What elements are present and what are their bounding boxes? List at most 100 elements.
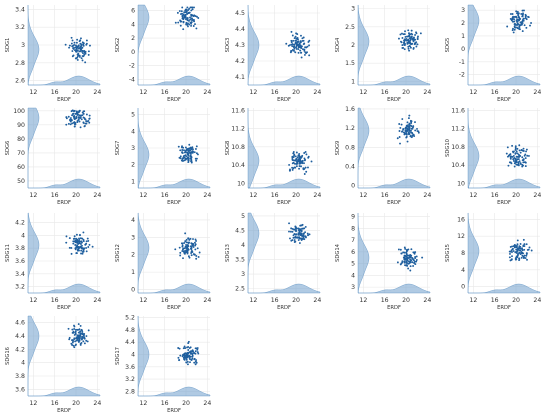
scatter-point [80, 57, 83, 60]
x-marginal-density [358, 75, 431, 86]
scatter-point [79, 342, 82, 345]
scatter-point [190, 248, 193, 251]
x-tick-label: 24 [423, 297, 431, 304]
scatter-point [409, 269, 412, 272]
scatter-point [292, 46, 295, 49]
scatter-point [303, 53, 306, 56]
x-marginal-density [248, 178, 321, 189]
scatter-point [179, 24, 182, 27]
scatter-point [412, 265, 415, 267]
scatter-point [300, 229, 303, 232]
y-marginal-density [247, 212, 260, 293]
scatter-point [399, 33, 402, 36]
scatter-point [191, 146, 194, 149]
y-tick-label: 10.4 [451, 162, 465, 169]
scatter-point [415, 41, 418, 44]
scatter-point [405, 260, 408, 263]
y-axis-title: SDG16 [5, 347, 11, 365]
scatter-point [185, 18, 187, 21]
x-tick-label: 24 [203, 400, 211, 407]
scatter-point [194, 238, 197, 241]
scatter-point [522, 17, 525, 20]
y-tick-label: 1 [131, 178, 135, 185]
scatter-point [188, 256, 191, 259]
y-tick-label: 0 [461, 46, 465, 53]
y-tick-label: 0.8 [345, 144, 355, 151]
y-tick-label: 3.8 [15, 373, 25, 380]
y-marginal-density [137, 212, 150, 294]
y-tick-label: 4 [131, 351, 135, 358]
scatter-point [70, 118, 73, 121]
scatter-point [73, 325, 76, 328]
scatter-point [73, 109, 76, 112]
scatter-point [403, 43, 406, 46]
y-tick-label: 8 [461, 250, 465, 257]
scatter-point [513, 26, 516, 29]
scatter-point [65, 241, 68, 244]
scatter-point [188, 7, 191, 10]
y-tick-label: 0 [461, 284, 465, 291]
scatter-point [515, 163, 518, 166]
scatter-point [192, 25, 195, 27]
x-marginal-density [138, 283, 211, 294]
y-tick-label: 4.5 [235, 227, 245, 234]
scatter-point [181, 149, 184, 151]
scatter-point [71, 122, 74, 125]
scatter-point [72, 339, 74, 342]
y-tick-label: 70 [17, 150, 25, 157]
scatter-point [191, 354, 194, 357]
x-tick-label: 12 [249, 89, 257, 96]
y-axis-title: SDG7 [115, 141, 121, 156]
y-axis-title: SDG10 [445, 139, 451, 157]
scatter-point [404, 264, 406, 267]
scatter-point [68, 246, 71, 249]
x-tick-label: 16 [51, 297, 59, 304]
scatter-point [412, 47, 415, 50]
scatter-point [190, 9, 193, 12]
scatter-point [407, 117, 410, 120]
scatter-point [292, 228, 295, 231]
scatter-point [197, 17, 200, 19]
scatter-point [396, 261, 399, 264]
scatter-point [179, 157, 182, 160]
scatter-point [68, 237, 71, 240]
y-marginal-density [357, 107, 370, 188]
scatter-point [81, 244, 83, 247]
scatter-point [398, 123, 401, 125]
scatter-point [512, 27, 514, 30]
x-tick-label: 12 [139, 192, 147, 199]
y-axis-title: SDG11 [5, 244, 11, 262]
scatter-point [81, 55, 84, 57]
scatter-point [295, 151, 298, 154]
scatter-point [87, 246, 90, 248]
scatter-point [516, 18, 519, 21]
scatter-point [174, 248, 177, 251]
scatter-point [183, 241, 186, 244]
x-tick-label: 24 [313, 297, 321, 304]
scatter-point [404, 38, 407, 41]
y-tick-label: 5 [241, 213, 245, 220]
scatter-point [76, 121, 79, 124]
x-tick-label: 12 [29, 192, 37, 199]
scatter-point [525, 253, 528, 255]
x-tick-label: 24 [313, 89, 321, 96]
scatter-point [406, 256, 409, 259]
scatter-point [68, 338, 71, 341]
scatter-point [178, 246, 181, 249]
scatter-point [297, 51, 300, 54]
scatter-point [191, 357, 194, 360]
scatter-point [189, 157, 192, 160]
scatter-point [188, 355, 191, 358]
y-axis-title: SDG6 [5, 141, 11, 156]
scatter-point [81, 329, 83, 332]
scatter-point [297, 232, 300, 235]
x-tick-label: 12 [469, 89, 477, 96]
scatter-point [193, 151, 196, 154]
scatter-point [417, 130, 420, 133]
scatter-point [407, 47, 410, 50]
scatter-point [398, 37, 400, 40]
scatter-point [81, 252, 84, 255]
scatter-point [193, 351, 196, 354]
scatter-point [513, 23, 516, 26]
